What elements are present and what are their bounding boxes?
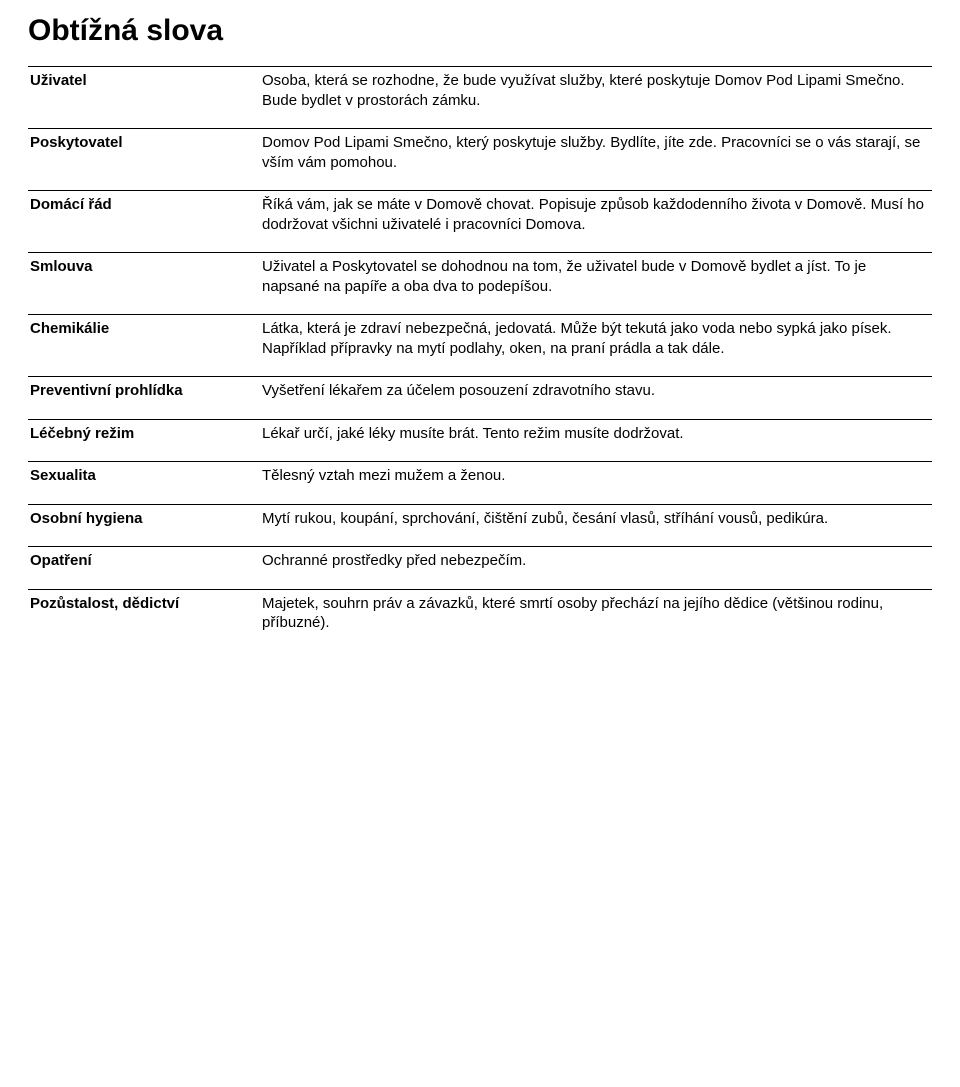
table-row: OpatřeníOchranné prostředky před nebezpe… [28,547,932,575]
term-cell: Pozůstalost, dědictví [28,589,260,637]
gap-cell [28,490,260,505]
gap-row [28,575,932,590]
gap-row [28,238,932,253]
gap-cell [260,238,932,253]
page: Obtížná slova UživatelOsoba, která se ro… [0,0,960,657]
definition-cell: Říká vám, jak se máte v Domově chovat. P… [260,191,932,239]
gap-cell [260,300,932,315]
gap-cell [260,447,932,462]
gap-cell [28,176,260,191]
table-row: Domácí řádŘíká vám, jak se máte v Domově… [28,191,932,239]
gap-cell [28,575,260,590]
term-cell: Léčebný režim [28,419,260,447]
gap-row [28,532,932,547]
table-row: Preventivní prohlídkaVyšetření lékařem z… [28,377,932,405]
gap-row [28,176,932,191]
gap-cell [28,405,260,420]
gap-cell [260,405,932,420]
definition-cell: Látka, která je zdraví nebezpečná, jedov… [260,315,932,363]
term-cell: Poskytovatel [28,129,260,177]
gap-row [28,114,932,129]
gap-cell [28,362,260,377]
definition-cell: Vyšetření lékařem za účelem posouzení zd… [260,377,932,405]
gap-cell [28,238,260,253]
definition-cell: Tělesný vztah mezi mužem a ženou. [260,462,932,490]
gap-cell [28,532,260,547]
definition-cell: Lékař určí, jaké léky musíte brát. Tento… [260,419,932,447]
definition-cell: Uživatel a Poskytovatel se dohodnou na t… [260,253,932,301]
term-cell: Chemikálie [28,315,260,363]
glossary-tbody: UživatelOsoba, která se rozhodne, že bud… [28,67,932,637]
gap-row [28,362,932,377]
gap-cell [260,575,932,590]
definition-cell: Osoba, která se rozhodne, že bude využív… [260,67,932,115]
term-cell: Osobní hygiena [28,504,260,532]
term-cell: Uživatel [28,67,260,115]
gap-cell [260,490,932,505]
gap-row [28,447,932,462]
gap-cell [28,300,260,315]
definition-cell: Ochranné prostředky před nebezpečím. [260,547,932,575]
gap-cell [260,114,932,129]
table-row: UživatelOsoba, která se rozhodne, že bud… [28,67,932,115]
definition-cell: Domov Pod Lipami Smečno, který poskytuje… [260,129,932,177]
gap-cell [28,114,260,129]
term-cell: Domácí řád [28,191,260,239]
table-row: SmlouvaUživatel a Poskytovatel se dohodn… [28,253,932,301]
term-cell: Preventivní prohlídka [28,377,260,405]
term-cell: Smlouva [28,253,260,301]
gap-cell [260,176,932,191]
definition-cell: Majetek, souhrn práv a závazků, které sm… [260,589,932,637]
gap-row [28,300,932,315]
gap-row [28,490,932,505]
gap-cell [260,532,932,547]
table-row: Léčebný režimLékař určí, jaké léky musít… [28,419,932,447]
term-cell: Opatření [28,547,260,575]
table-row: ChemikálieLátka, která je zdraví nebezpe… [28,315,932,363]
glossary-table: UživatelOsoba, která se rozhodne, že bud… [28,66,932,637]
table-row: PoskytovatelDomov Pod Lipami Smečno, kte… [28,129,932,177]
page-title: Obtížná slova [28,14,932,48]
term-cell: Sexualita [28,462,260,490]
gap-row [28,405,932,420]
gap-cell [28,447,260,462]
table-row: SexualitaTělesný vztah mezi mužem a ženo… [28,462,932,490]
definition-cell: Mytí rukou, koupání, sprchování, čištění… [260,504,932,532]
gap-cell [260,362,932,377]
table-row: Osobní hygienaMytí rukou, koupání, sprch… [28,504,932,532]
table-row: Pozůstalost, dědictvíMajetek, souhrn prá… [28,589,932,637]
